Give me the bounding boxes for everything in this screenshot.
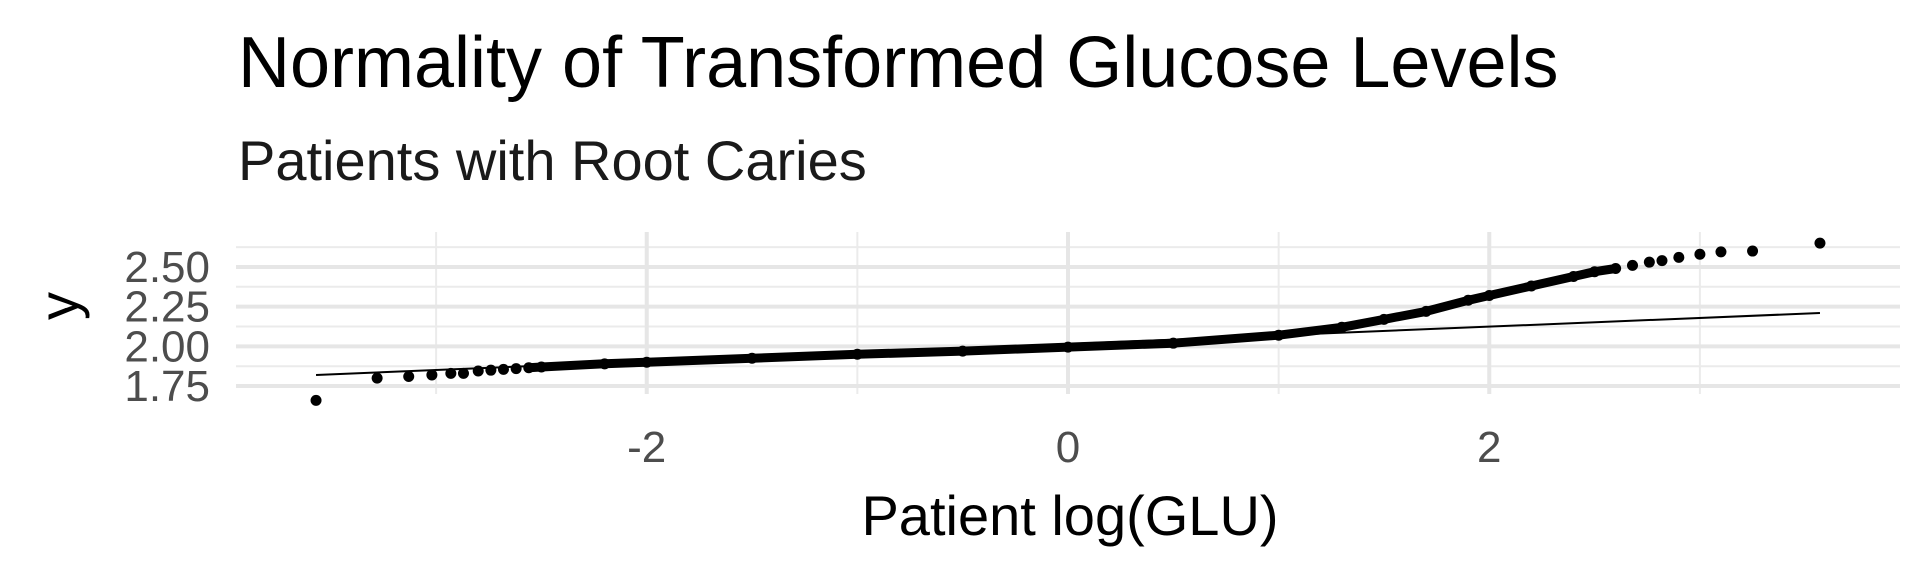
sample-point [641, 356, 653, 368]
sample-point [746, 352, 758, 364]
sample-point [1420, 305, 1432, 317]
sample-point [1643, 256, 1655, 268]
sample-point [535, 361, 547, 373]
sample-point [1715, 246, 1727, 258]
y-tick-label: 2.25 [124, 283, 210, 332]
sample-point [371, 372, 383, 384]
sample-point [1167, 337, 1179, 349]
sample-point [1589, 266, 1601, 278]
sample-point [1626, 259, 1638, 271]
sample-point [1673, 251, 1685, 263]
sample-point [1462, 294, 1474, 306]
sample-quantile-band [524, 264, 1621, 373]
sample-point [523, 362, 535, 374]
sample-point [310, 394, 322, 406]
x-tick-label: 2 [1477, 423, 1501, 472]
x-axis-label: Patient log(GLU) [861, 484, 1278, 547]
sample-point [426, 369, 438, 381]
sample-point [1525, 280, 1537, 292]
sample-point [472, 365, 484, 377]
sample-point [599, 358, 611, 370]
sample-point [498, 363, 510, 375]
sample-point [1483, 290, 1495, 302]
sample-point [1610, 263, 1622, 275]
axis-layer: -2 0 2 1.752.002.252.50 [124, 243, 1501, 472]
sample-point [485, 364, 497, 376]
chart-title: Normality of Transformed Glucose Levels [238, 23, 1559, 103]
chart-subtitle: Patients with Root Caries [238, 129, 867, 192]
y-axis-label: y [27, 292, 90, 320]
sample-point [510, 363, 522, 375]
point-layer [310, 237, 1826, 406]
sample-point [1273, 329, 1285, 341]
sample-point [1336, 321, 1348, 333]
sample-point [1814, 237, 1826, 249]
sample-point [1378, 313, 1390, 325]
sample-point [851, 348, 863, 360]
sample-point [403, 371, 415, 383]
sample-point [1062, 341, 1074, 353]
sample-point [445, 367, 457, 379]
sample-point [1568, 270, 1580, 282]
sample-point [1747, 245, 1759, 257]
x-tick-label: -2 [627, 423, 666, 472]
x-tick-label: 0 [1056, 423, 1080, 472]
sample-point [1694, 248, 1706, 260]
y-tick-label: 2.50 [124, 243, 210, 292]
sample-point [1656, 255, 1668, 267]
sample-point [957, 345, 969, 357]
y-tick-label: 2.00 [124, 322, 210, 371]
y-tick-label: 1.75 [124, 362, 210, 411]
sample-point [457, 367, 469, 379]
